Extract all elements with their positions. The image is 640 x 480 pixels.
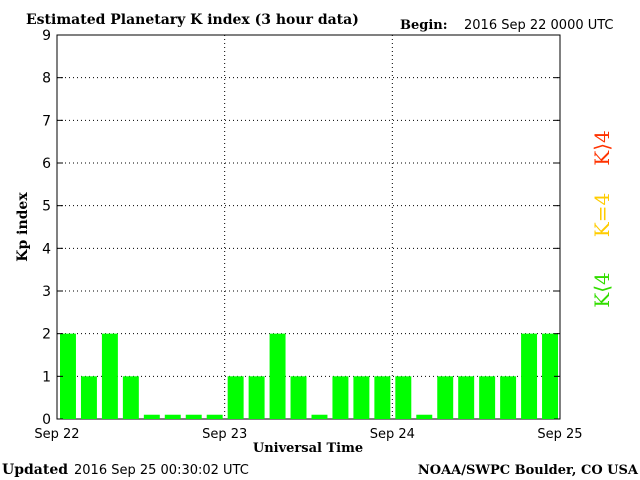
y-tick-label: 2: [42, 327, 51, 343]
kp-bar: [416, 414, 433, 419]
x-axis-label: Universal Time: [253, 441, 363, 456]
x-tick-label: Sep 25: [537, 427, 582, 442]
y-ticks: 0 1 2 3 4 5 6 7 8 9: [42, 28, 560, 428]
kp-bar: [437, 376, 454, 419]
kp-bar: [479, 376, 496, 419]
x-tick-label: Sep 24: [370, 427, 415, 442]
kp-bar: [311, 414, 328, 419]
begin-label: Begin:: [400, 18, 448, 33]
kp-bar: [458, 376, 475, 419]
kp-bar: [290, 376, 307, 419]
chart-title: Estimated Planetary K index (3 hour data…: [26, 12, 359, 28]
kp-bar: [227, 376, 244, 419]
kp-bar: [101, 333, 118, 419]
y-tick-label: 3: [42, 284, 51, 300]
source-credit: NOAA/SWPC Boulder, CO USA: [418, 463, 639, 478]
legend-k-below-4: K⟨4: [590, 272, 614, 307]
kp-bar: [60, 333, 76, 419]
kp-bar: [248, 376, 265, 419]
grid-lines: [57, 35, 560, 419]
kp-bar: [521, 333, 538, 419]
kp-bar: [395, 376, 412, 419]
bars-group: [60, 333, 558, 419]
kp-bar: [206, 414, 223, 419]
x-ticks: Sep 22 Sep 23 Sep 24 Sep 25: [34, 427, 582, 442]
x-tick-label: Sep 23: [202, 427, 247, 442]
updated-value: 2016 Sep 25 00:30:02 UTC: [74, 463, 249, 478]
legend-k-above-4: K⟩4: [590, 130, 614, 165]
kp-bar: [542, 333, 558, 419]
plot-area: [56, 34, 561, 420]
begin-value: 2016 Sep 22 0000 UTC: [464, 18, 614, 33]
kp-bar: [269, 333, 286, 419]
kp-bar: [122, 376, 139, 419]
kp-bar: [185, 414, 202, 419]
legend-k-equal-4: K=4: [590, 193, 614, 237]
kp-bar: [500, 376, 517, 419]
y-tick-label: 8: [42, 71, 51, 87]
updated-label: Updated: [2, 462, 68, 478]
kp-bar: [332, 376, 349, 419]
y-axis-label: Kp index: [15, 192, 31, 262]
kp-bar: [143, 414, 160, 419]
kp-bar: [80, 376, 97, 419]
kp-bar: [374, 376, 391, 419]
y-tick-label: 1: [42, 369, 51, 385]
y-tick-label: 5: [42, 199, 51, 215]
kp-bar: [164, 414, 181, 419]
x-tick-label: Sep 22: [34, 427, 79, 442]
y-tick-label: 6: [42, 156, 51, 172]
y-tick-label: 9: [42, 28, 51, 44]
kp-bar: [353, 376, 370, 419]
y-tick-label: 7: [42, 113, 51, 129]
y-tick-label: 4: [42, 241, 51, 257]
y-tick-label: 0: [42, 412, 51, 428]
